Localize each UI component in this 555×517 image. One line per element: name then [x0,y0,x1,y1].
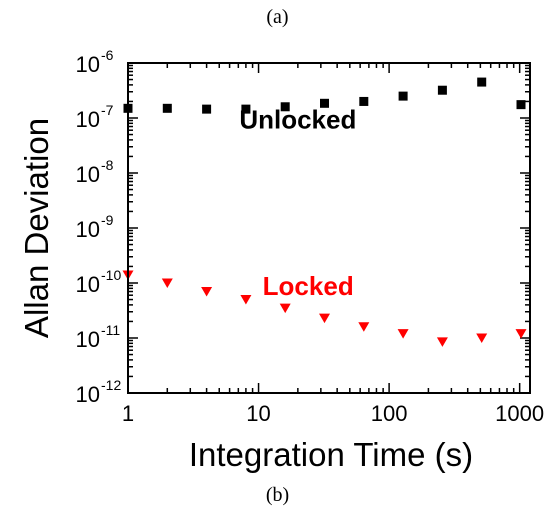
y-tick-exponent: -8 [101,157,114,173]
y-tick-label: 10 [76,52,100,77]
x-tick-label: 1 [122,401,134,426]
y-tick-exponent: -10 [101,267,121,283]
y-tick-label: 10 [76,382,100,407]
data-point-locked [240,295,252,305]
annotation-locked: Locked [263,271,354,301]
x-axis-label: Integration Time (s) [189,436,473,473]
y-axis-label: Allan Deviation [18,118,55,338]
data-point-locked [201,287,213,297]
data-point-unlocked [398,91,408,101]
annotation-unlocked: Unlocked [239,104,356,134]
allan-deviation-chart: 1 10 100 1000 10-1210-1110-1010-910-810-710… [18,47,544,473]
x-tick-label: 10 [246,401,270,426]
y-tick-label: 10 [76,217,100,242]
y-tick-exponent: -12 [101,377,121,393]
data-point-locked [476,333,488,343]
x-tick-label: 1000 [495,401,544,426]
series-layer [122,77,527,347]
data-point-unlocked [516,100,526,110]
data-point-unlocked [437,85,447,95]
plot-frame [127,62,531,394]
data-point-locked [319,313,331,324]
data-point-locked [161,278,173,288]
data-point-unlocked [320,98,330,108]
y-tick-exponent: -6 [101,47,114,63]
series-locked [122,270,527,347]
figure-caption-a: (a) [266,6,289,28]
data-point-unlocked [477,77,487,87]
annotation-layer: Unlocked Locked [239,104,356,301]
data-point-locked [436,337,448,347]
y-tick-exponent: -9 [101,212,114,228]
y-tick-label: 10 [76,107,100,132]
figure-caption-b: (b) [265,484,290,506]
data-point-locked [515,329,527,339]
data-point-locked [397,329,409,339]
y-tick-label: 10 [76,327,100,352]
y-tick-label: 10 [76,162,100,187]
data-point-unlocked [359,96,369,106]
y-tick-label: 10 [76,272,100,297]
y-tick-exponent: -7 [101,102,114,118]
y-tick-exponent: -11 [101,322,120,338]
data-point-locked [358,322,370,332]
data-point-unlocked [202,104,212,114]
data-point-unlocked [162,103,172,113]
x-tick-label: 100 [371,401,408,426]
data-point-locked [279,303,291,314]
x-axis-tick-labels: 1 10 100 1000 [122,401,544,426]
data-point-unlocked [280,102,290,112]
data-point-unlocked [241,104,251,114]
